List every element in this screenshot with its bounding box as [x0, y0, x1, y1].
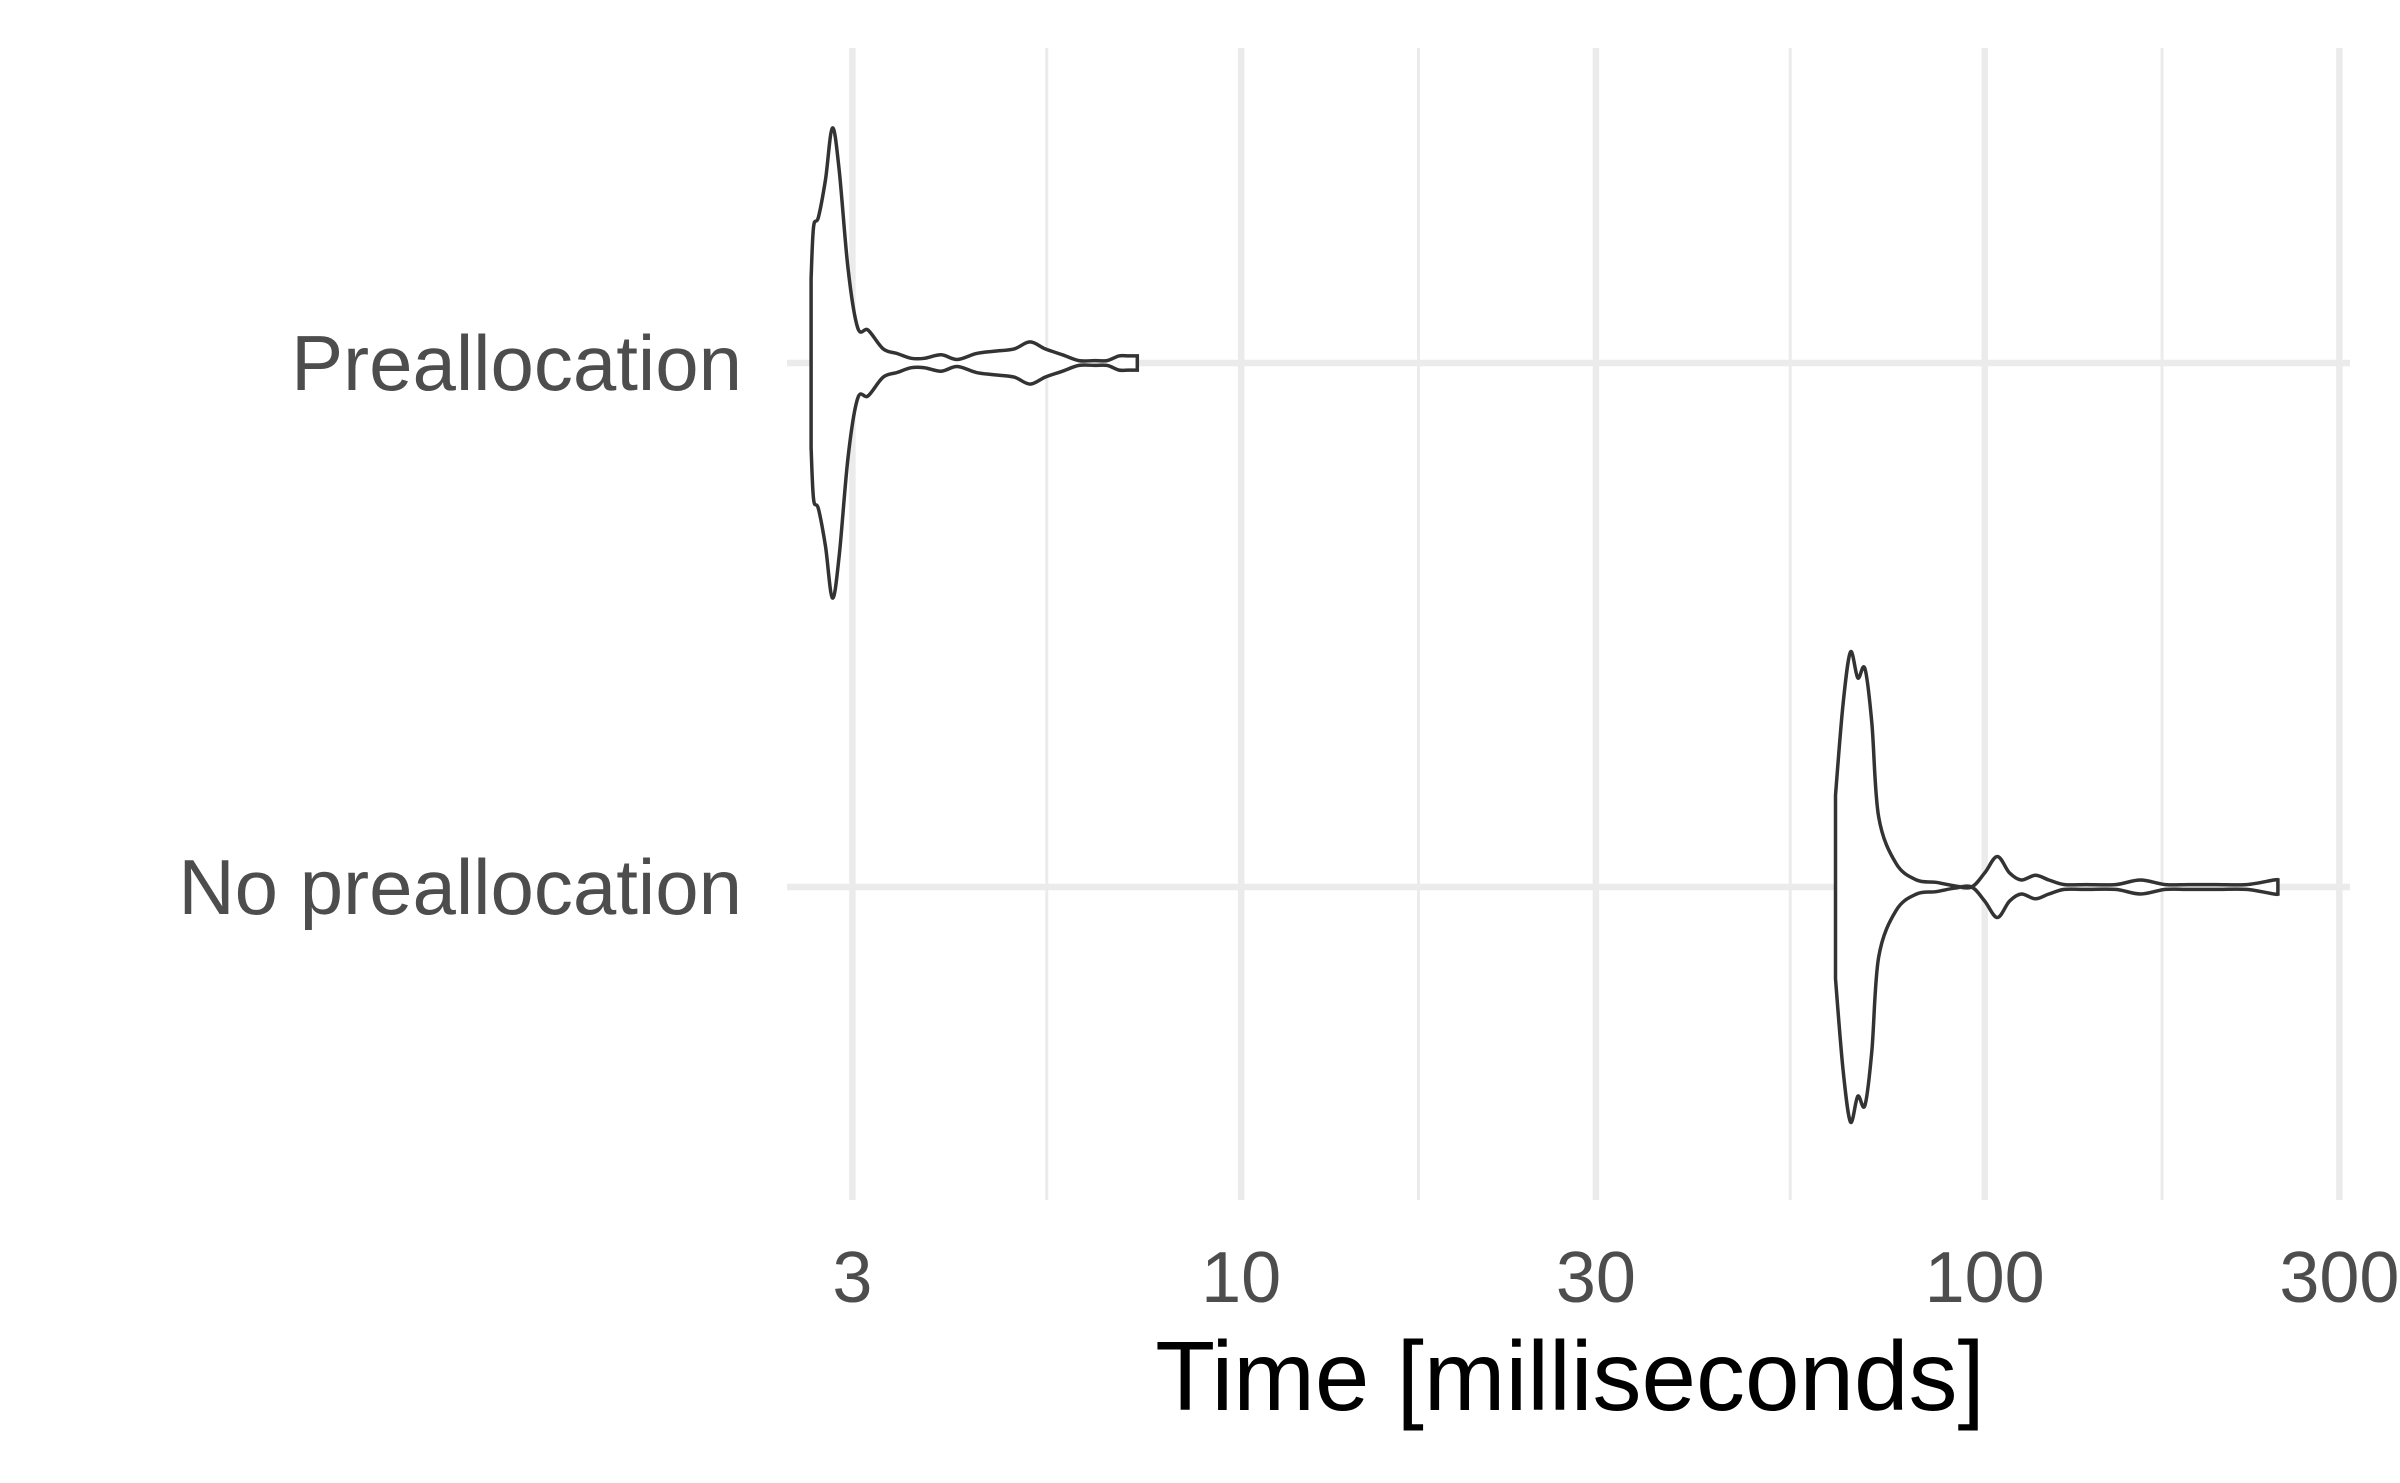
x-tick-labels: 3 10 30 100 300: [832, 1238, 2399, 1318]
category-label: No preallocation: [178, 843, 742, 931]
x-tick-label: 300: [2279, 1238, 2399, 1318]
category-label: Preallocation: [291, 319, 742, 407]
x-tick-label: 100: [1925, 1238, 2045, 1318]
violin-no-preallocation: [1833, 650, 2280, 1124]
x-tick-label: 30: [1556, 1238, 1636, 1318]
x-axis-title: Time [milliseconds]: [1155, 1321, 1985, 1431]
violins: [809, 126, 2280, 1124]
grid-lines: [787, 48, 2350, 1200]
x-tick-label: 10: [1201, 1238, 1281, 1318]
category-labels: Preallocation No preallocation: [178, 319, 742, 931]
violin-preallocation: [809, 126, 1140, 600]
x-tick-label: 3: [832, 1238, 872, 1318]
